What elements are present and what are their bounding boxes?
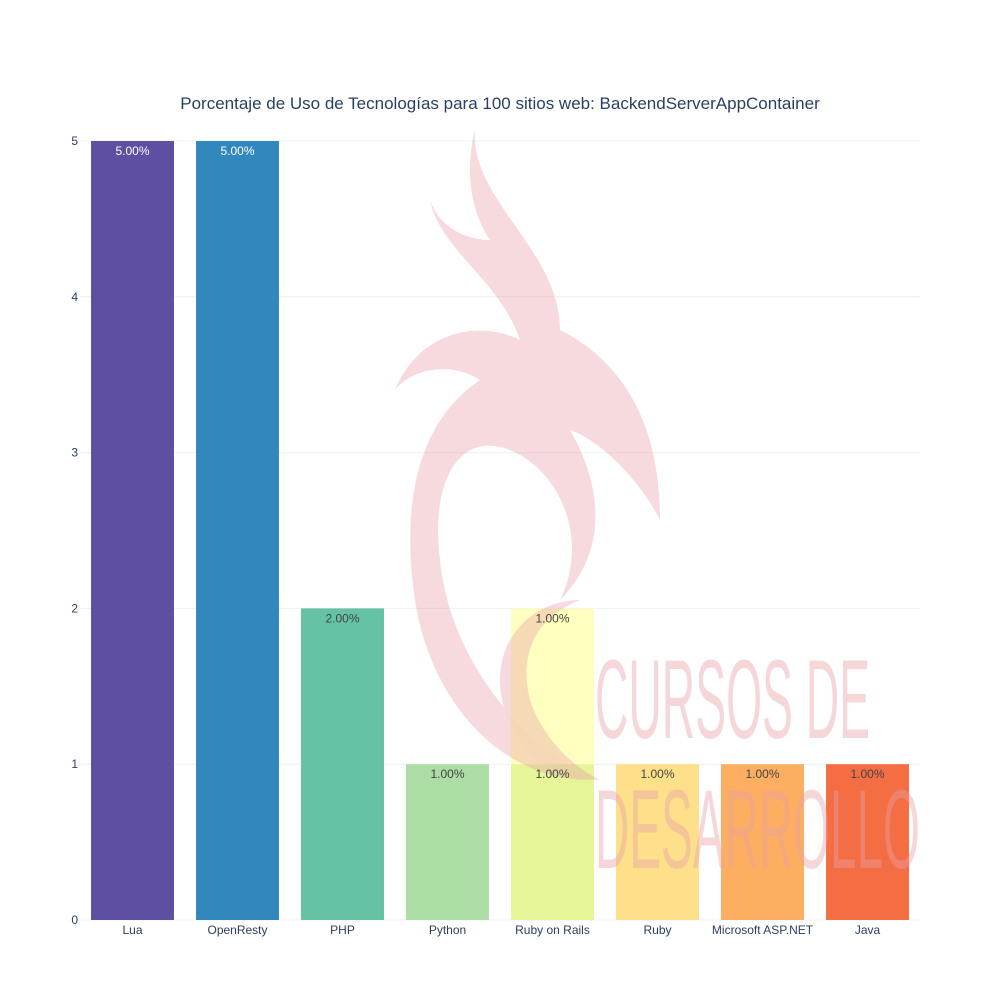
label-layer: 5.00% 5.00% 2.00% 1.00% 1.00% 1.00% 1.00% 1.00%…	[115, 144, 884, 781]
x-tick-label: Lua	[122, 923, 142, 937]
bar	[511, 608, 594, 765]
x-tick-label: OpenResty	[207, 923, 267, 937]
watermark-logo-shape	[500, 600, 600, 780]
x-tick-label: Ruby on Rails	[515, 923, 590, 937]
bar	[511, 764, 594, 920]
bar	[721, 764, 804, 920]
watermark-logo-shape	[395, 130, 660, 780]
bar	[91, 141, 174, 920]
bar-layer	[91, 141, 909, 920]
watermark-text-line2: DESARROLLO	[595, 767, 920, 892]
bar-value-label: 5.00%	[220, 144, 254, 158]
watermark-text-line1: CURSOS DE	[595, 637, 870, 762]
x-tick-label: PHP	[330, 923, 355, 937]
bar-value-label: 2.00%	[325, 611, 359, 625]
y-tick-label: 4	[71, 290, 78, 304]
y-tick-label: 1	[71, 757, 78, 771]
bar-value-label: 1.00%	[535, 611, 569, 625]
x-tick-label: Ruby	[643, 923, 671, 937]
x-tick-label: Microsoft ASP.NET	[712, 923, 814, 937]
bar-value-label: 1.00%	[535, 767, 569, 781]
y-tick-label: 0	[71, 913, 78, 927]
bar	[616, 764, 699, 920]
bar	[301, 608, 384, 920]
bar	[196, 141, 279, 920]
y-tick-label: 5	[71, 134, 78, 148]
x-tick-label: Python	[429, 923, 466, 937]
y-tick-label: 3	[71, 446, 78, 460]
bar-value-label: 1.00%	[640, 767, 674, 781]
bar-value-label: 1.00%	[850, 767, 884, 781]
bar-value-label: 1.00%	[430, 767, 464, 781]
bar-value-label: 5.00%	[115, 144, 149, 158]
axis-layer: 0 1 2 3 4 5 Lua OpenResty PHP Python Ruby on Rails…	[71, 134, 880, 937]
y-tick-label: 2	[71, 601, 78, 615]
bar-value-label: 1.00%	[745, 767, 779, 781]
chart-title: Porcentaje de Uso de Tecnologías para 10…	[180, 94, 820, 113]
bar	[826, 764, 909, 920]
x-tick-label: Java	[855, 923, 881, 937]
bar	[406, 764, 489, 920]
